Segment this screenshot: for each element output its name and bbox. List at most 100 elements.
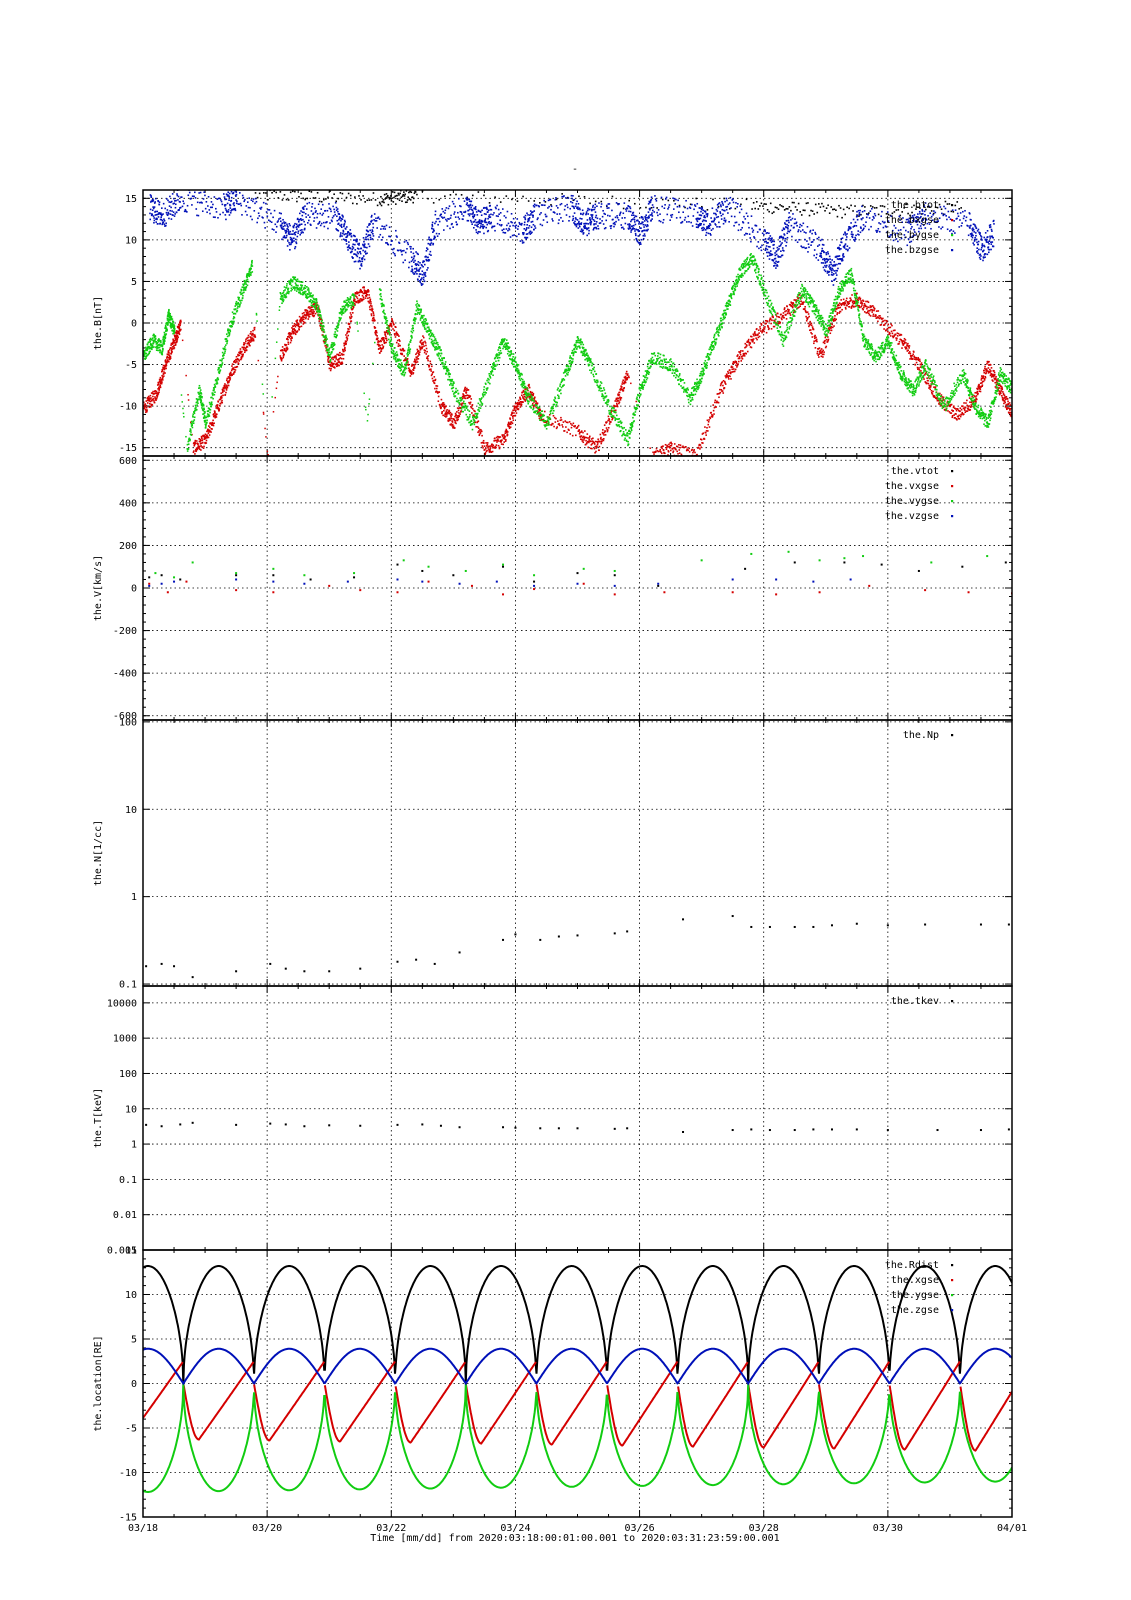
data-point	[343, 305, 346, 308]
data-point	[508, 427, 511, 430]
data-point	[296, 278, 299, 281]
data-point	[410, 334, 413, 337]
data-point	[516, 406, 518, 409]
data-point	[145, 400, 148, 402]
data-point	[805, 315, 807, 318]
data-point	[435, 348, 438, 351]
data-point	[162, 338, 164, 341]
data-point	[284, 295, 287, 297]
data-point	[239, 348, 242, 350]
data-point	[160, 381, 162, 384]
data-point	[625, 376, 627, 379]
data-point	[404, 366, 407, 369]
data-point	[769, 318, 771, 321]
data-point	[406, 355, 409, 357]
data-point	[450, 417, 453, 420]
data-point	[786, 312, 789, 315]
data-point	[398, 366, 401, 368]
data-point	[662, 457, 664, 459]
data-point	[308, 313, 311, 315]
data-point	[200, 392, 203, 394]
data-point	[483, 442, 485, 444]
data-point	[755, 337, 757, 340]
data-point	[236, 358, 239, 361]
data-point	[397, 333, 399, 336]
data-point	[464, 388, 466, 391]
data-point	[529, 391, 532, 394]
data-point	[225, 338, 228, 340]
data-point	[307, 314, 310, 316]
data-point	[471, 194, 474, 197]
data-point	[660, 451, 662, 453]
data-point	[861, 302, 864, 305]
data-point	[852, 210, 854, 212]
data-point	[174, 339, 176, 342]
data-point	[318, 316, 321, 319]
data-point	[340, 309, 343, 311]
data-point	[164, 366, 166, 368]
data-point	[403, 195, 406, 197]
data-point	[251, 334, 253, 337]
data-point	[414, 320, 416, 322]
data-point	[194, 448, 197, 451]
data-point	[1003, 400, 1006, 402]
data-point	[285, 285, 288, 287]
data-point	[316, 304, 318, 306]
data-point	[464, 395, 467, 397]
data-point	[819, 351, 821, 354]
data-point	[448, 378, 450, 381]
data-point	[297, 287, 300, 290]
data-point	[444, 195, 446, 198]
data-point	[365, 295, 368, 297]
data-point	[473, 423, 476, 426]
data-point	[276, 381, 278, 384]
data-point	[471, 404, 474, 406]
data-point	[452, 417, 454, 420]
data-point	[470, 407, 473, 409]
data-point	[296, 321, 298, 323]
data-point	[393, 347, 396, 349]
data-point	[245, 349, 248, 352]
data-point	[903, 340, 905, 342]
data-point	[339, 311, 342, 314]
data-point	[924, 208, 927, 211]
data-point	[407, 196, 410, 198]
data-point	[422, 319, 425, 321]
data-point	[349, 316, 351, 318]
data-point	[830, 329, 833, 332]
data-point	[207, 425, 210, 427]
data-point	[800, 300, 802, 303]
data-point	[865, 312, 868, 314]
data-point	[783, 316, 785, 319]
data-point	[289, 283, 291, 286]
data-point	[979, 388, 982, 390]
data-point	[164, 333, 166, 336]
data-point	[220, 395, 223, 398]
data-point	[359, 291, 361, 294]
data-point	[346, 297, 349, 299]
data-point	[523, 395, 526, 398]
data-point	[779, 204, 781, 206]
data-point	[301, 316, 303, 319]
data-point	[758, 335, 761, 338]
data-point	[511, 415, 514, 418]
data-point	[306, 309, 309, 312]
data-point	[226, 335, 229, 338]
data-point	[215, 407, 218, 409]
data-point	[400, 372, 403, 375]
data-point	[195, 449, 198, 452]
data-point	[281, 302, 283, 305]
data-point	[827, 338, 830, 341]
data-point	[165, 326, 167, 329]
data-point	[283, 290, 285, 292]
data-point	[623, 382, 625, 385]
data-point	[729, 371, 732, 374]
data-point	[958, 414, 960, 417]
data-point	[678, 443, 680, 446]
data-point	[658, 457, 660, 459]
data-point	[243, 288, 245, 290]
data-point	[344, 349, 346, 352]
data-point	[513, 406, 516, 409]
data-point	[350, 314, 352, 316]
data-point	[880, 323, 883, 326]
